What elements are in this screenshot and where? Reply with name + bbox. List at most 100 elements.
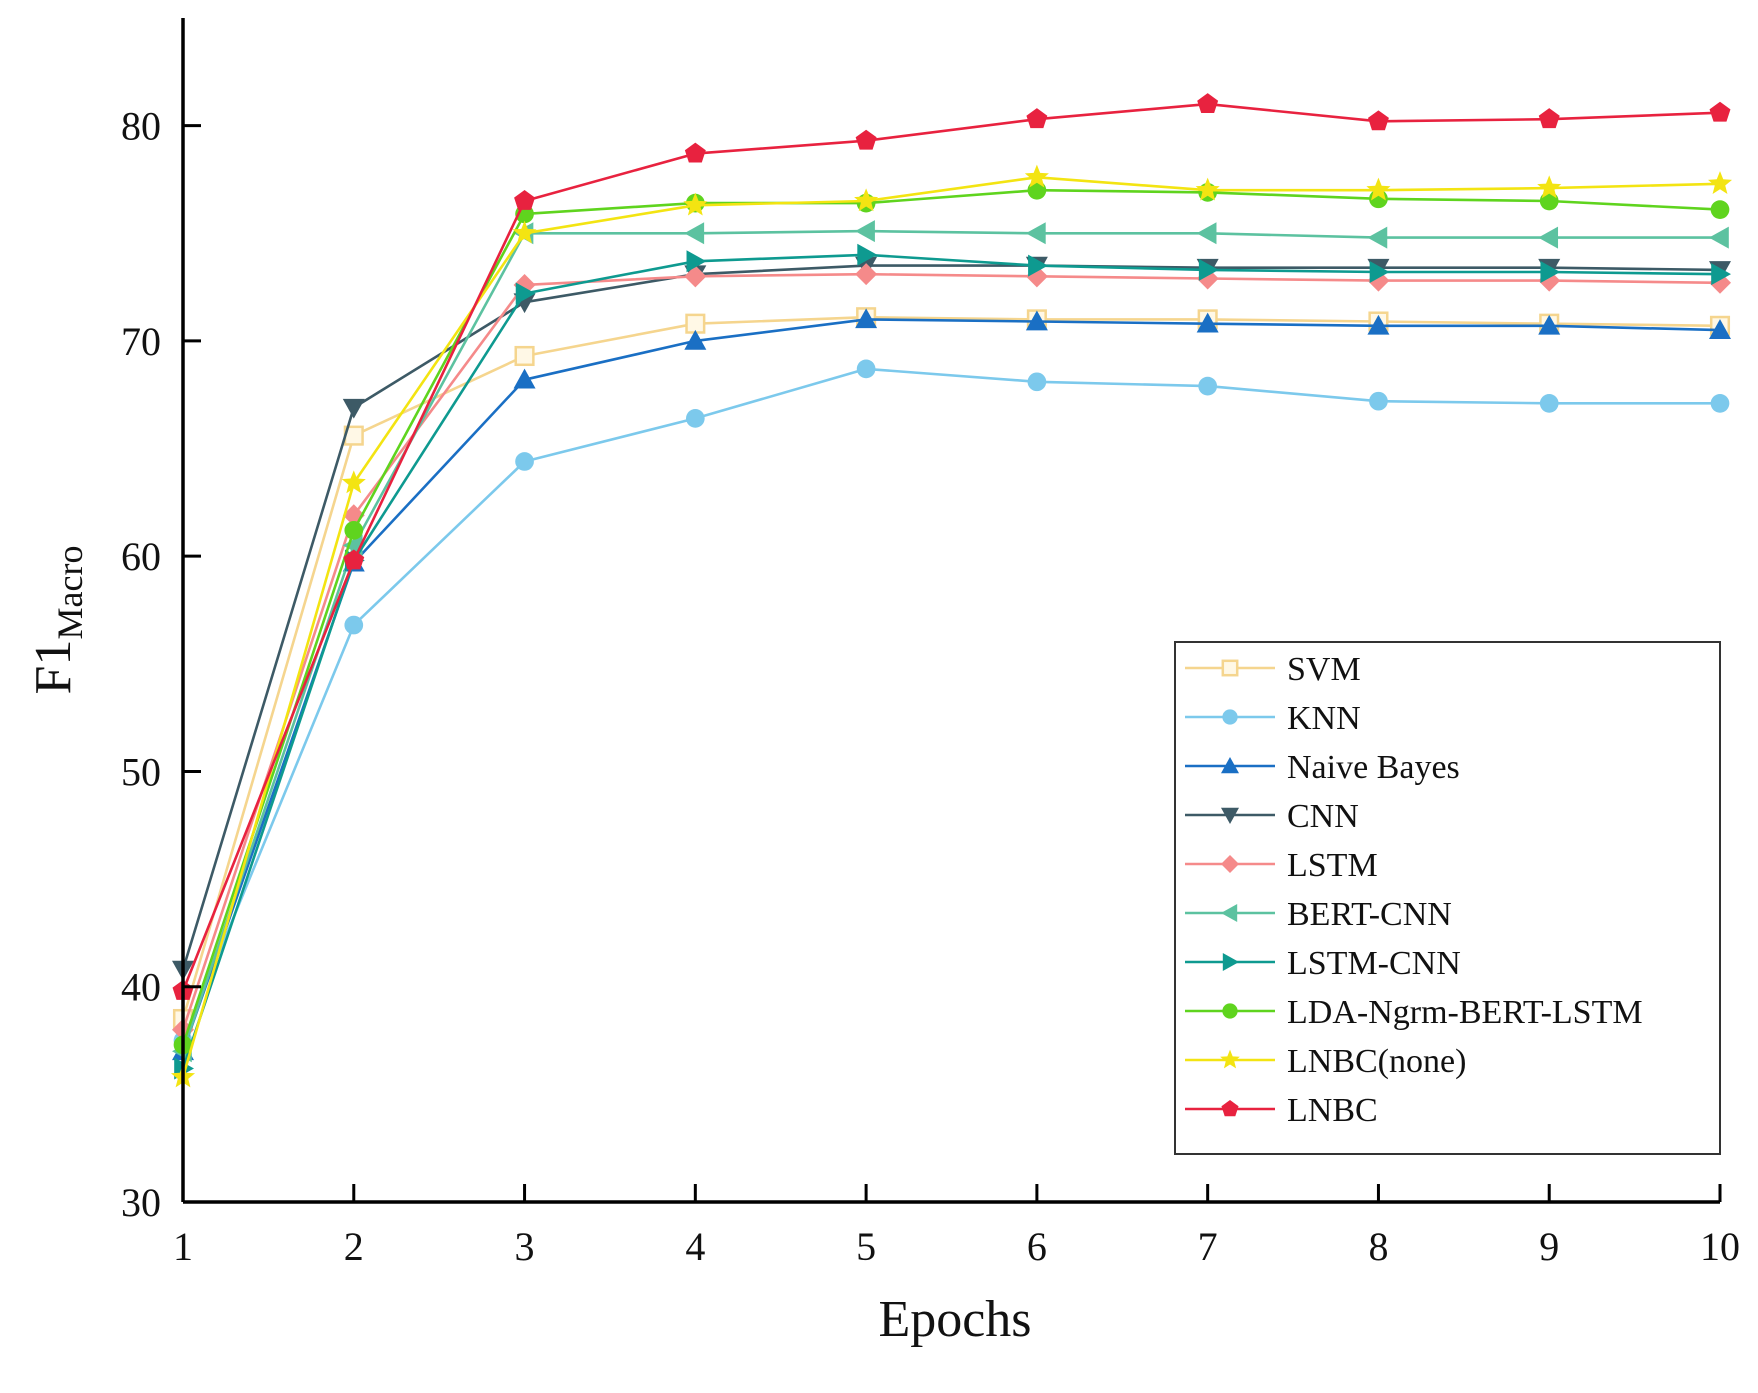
legend-entry: LNBC: [1185, 1092, 1378, 1129]
x-tick-label: 4: [685, 1224, 705, 1269]
legend-entry: KNN: [1185, 700, 1361, 737]
series-line: [181, 176, 1721, 1078]
data-point: [514, 189, 536, 210]
x-tick-label: 1: [173, 1224, 193, 1269]
data-point: [684, 265, 707, 288]
data-point: [1369, 261, 1390, 284]
series-svm: [172, 307, 1731, 1030]
legend-marker: [1222, 1003, 1238, 1019]
x-tick-label: 9: [1539, 1224, 1559, 1269]
legend-entry: BERT-CNN: [1185, 896, 1452, 933]
data-point: [1367, 110, 1389, 131]
legend-marker: [1221, 757, 1239, 774]
data-point: [1540, 261, 1561, 284]
data-point: [855, 129, 877, 150]
legend-label: LNBC(none): [1287, 1043, 1466, 1080]
data-point: [1366, 177, 1391, 201]
data-point: [684, 329, 707, 350]
data-point: [1027, 180, 1047, 200]
y-tick-label: 30: [121, 1180, 161, 1225]
series-line: [181, 253, 1721, 1069]
legend-marker: [1221, 855, 1239, 873]
legend-label: LSTM: [1287, 847, 1378, 884]
data-point: [1539, 393, 1559, 413]
legend-marker: [1221, 807, 1239, 824]
data-point: [1710, 393, 1730, 413]
legend: SVM KNN Naive Bayes CNN LSTM BERT-CNN LSTM-CNN…: [1174, 641, 1721, 1155]
data-point: [343, 549, 365, 570]
legend-entry: LSTM-CNN: [1185, 945, 1461, 982]
data-point: [1538, 108, 1560, 129]
legend-marker: [1221, 1100, 1239, 1117]
y-axis-title-subscript: Macro: [50, 546, 90, 640]
legend-marker: [1221, 904, 1238, 922]
data-point: [686, 250, 707, 273]
axes: 1 2 3 4 5 6 7 8 9 10 30 40 50 60 70 80: [121, 18, 1740, 1269]
data-point: [515, 282, 536, 305]
legend-entry: LDA-Ngrm-BERT-LSTM: [1185, 994, 1643, 1031]
data-point: [1711, 263, 1731, 286]
series-line: [181, 367, 1720, 1041]
legend-marker: [1222, 709, 1238, 725]
data-point: [1196, 312, 1219, 333]
data-point: [515, 452, 534, 471]
data-point: [1195, 177, 1220, 201]
legend-entry: LNBC(none): [1185, 1043, 1466, 1080]
data-point: [1025, 222, 1046, 245]
series-line: [181, 229, 1720, 1052]
data-point: [1537, 175, 1562, 199]
y-axis-title-main: F1: [25, 640, 82, 695]
y-axis-title: F1Macro: [25, 546, 90, 695]
data-point: [1367, 226, 1388, 249]
legend-label: CNN: [1287, 798, 1359, 835]
y-tick-label: 40: [121, 965, 161, 1010]
data-point: [514, 345, 535, 367]
legend-label: SVM: [1287, 651, 1361, 688]
data-point: [856, 359, 876, 379]
x-tick-label: 6: [1027, 1224, 1047, 1269]
legend-label: KNN: [1287, 700, 1361, 737]
data-point: [855, 220, 875, 243]
data-point: [684, 142, 706, 163]
series-line: [181, 102, 1721, 992]
legend-entry: Naive Bayes: [1185, 749, 1460, 786]
y-tick-label: 80: [121, 104, 161, 149]
data-point: [1369, 391, 1388, 411]
legend-label: Naive Bayes: [1287, 749, 1460, 786]
x-tick-label: 2: [344, 1224, 364, 1269]
legend-label: BERT-CNN: [1287, 896, 1452, 933]
legend-entry: SVM: [1185, 651, 1361, 688]
data-point: [1710, 200, 1730, 219]
series-line: [181, 264, 1721, 970]
legend-marker: [1222, 953, 1239, 971]
data-point: [1538, 314, 1561, 335]
data-point: [685, 409, 705, 428]
x-tick-label: 10: [1700, 1224, 1740, 1269]
plot-area: [170, 93, 1733, 1088]
data-point: [1024, 164, 1049, 188]
legend-entry: LSTM: [1185, 847, 1378, 884]
data-point: [1196, 222, 1217, 245]
legend-label: LNBC: [1287, 1092, 1378, 1129]
data-point: [1198, 258, 1219, 281]
data-point: [1538, 226, 1559, 249]
legend-entry: CNN: [1185, 798, 1359, 835]
data-point: [513, 368, 536, 389]
series-line: [181, 315, 1721, 1020]
data-point: [1367, 314, 1390, 335]
legend-label: LDA-Ngrm-BERT-LSTM: [1287, 994, 1643, 1031]
data-point: [1027, 372, 1047, 392]
data-point: [1709, 101, 1731, 122]
data-point: [1709, 319, 1731, 339]
data-point: [1198, 376, 1218, 396]
data-point: [1197, 93, 1219, 114]
series-line: [181, 318, 1721, 1052]
legend-box: [1174, 641, 1721, 1155]
data-point: [855, 308, 878, 329]
data-point: [1707, 171, 1733, 194]
data-point: [1026, 108, 1048, 129]
series-line: [181, 188, 1721, 1046]
data-point: [685, 313, 706, 334]
series-line: [181, 272, 1721, 1031]
